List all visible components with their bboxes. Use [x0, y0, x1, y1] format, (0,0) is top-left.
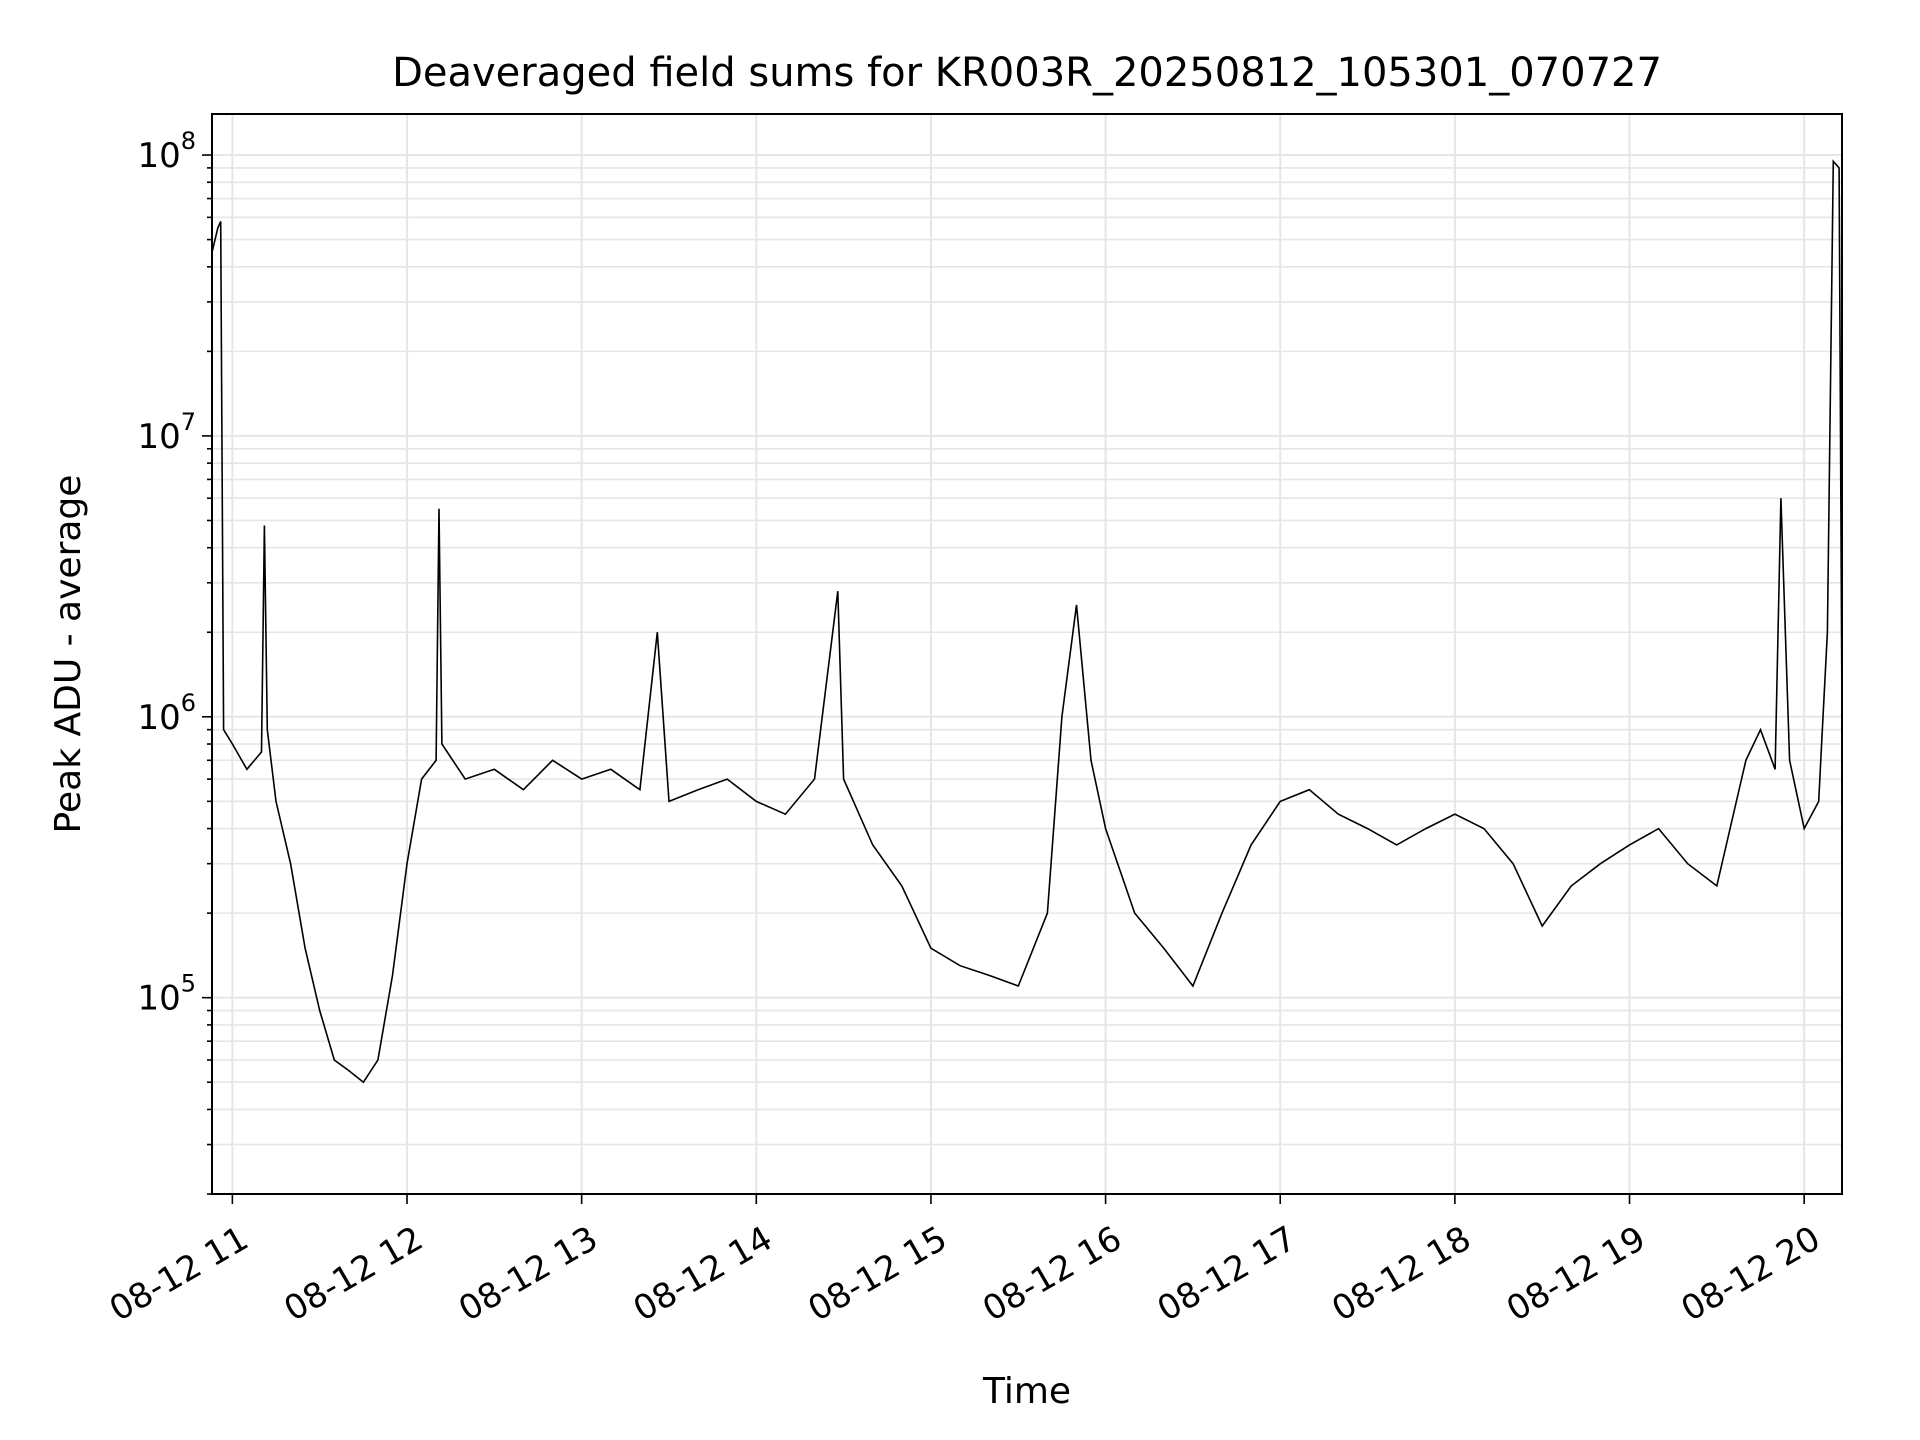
plot-frame [211, 113, 1843, 1195]
chart-title: Deaveraged field sums for KR003R_2025081… [392, 50, 1662, 96]
x-axis-label: Time [982, 1371, 1071, 1412]
y-tick-label: 105 [137, 970, 196, 1019]
data-layer [211, 159, 1843, 1084]
y-tick-label: 106 [137, 689, 196, 738]
y-tick-label: 108 [137, 127, 196, 176]
data-series-line [211, 159, 1843, 1084]
y-tick-label: 107 [137, 408, 196, 457]
grid-layer [212, 114, 1842, 1195]
y-axis-label: Peak ADU - average [48, 475, 89, 834]
